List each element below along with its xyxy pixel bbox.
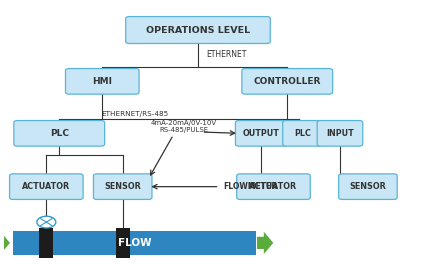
FancyBboxPatch shape (14, 120, 104, 146)
Text: ACTUATOR: ACTUATOR (249, 182, 297, 191)
Bar (39, 228, 53, 258)
FancyArrow shape (0, 232, 10, 254)
Text: ACTUATOR: ACTUATOR (22, 182, 70, 191)
Text: SENSOR: SENSOR (104, 182, 141, 191)
Text: FLOWMETER: FLOWMETER (223, 182, 276, 191)
Text: FLOW: FLOW (117, 238, 151, 248)
FancyBboxPatch shape (316, 120, 362, 146)
FancyBboxPatch shape (236, 174, 310, 199)
Text: INPUT: INPUT (325, 129, 353, 138)
Text: HMI: HMI (92, 77, 112, 86)
FancyBboxPatch shape (93, 174, 152, 199)
FancyBboxPatch shape (125, 17, 270, 44)
FancyBboxPatch shape (235, 120, 287, 146)
Bar (13, 231, 255, 255)
Text: 4mA-20mA/0V-10V
RS-485/PULSE: 4mA-20mA/0V-10V RS-485/PULSE (151, 120, 217, 133)
Text: CONTROLLER: CONTROLLER (253, 77, 320, 86)
Text: ETHERNET/RS-485: ETHERNET/RS-485 (101, 111, 168, 117)
FancyArrow shape (256, 232, 272, 254)
Bar (115, 228, 130, 258)
Text: SENSOR: SENSOR (349, 182, 385, 191)
Text: OUTPUT: OUTPUT (243, 129, 279, 138)
Text: OPERATIONS LEVEL: OPERATIONS LEVEL (145, 26, 250, 35)
FancyBboxPatch shape (241, 69, 332, 94)
Text: PLC: PLC (49, 129, 69, 138)
FancyBboxPatch shape (338, 174, 396, 199)
Text: PLC: PLC (293, 129, 310, 138)
Circle shape (37, 216, 56, 228)
FancyBboxPatch shape (65, 69, 139, 94)
FancyBboxPatch shape (10, 174, 83, 199)
Text: ETHERNET: ETHERNET (206, 50, 247, 58)
FancyBboxPatch shape (282, 120, 321, 146)
